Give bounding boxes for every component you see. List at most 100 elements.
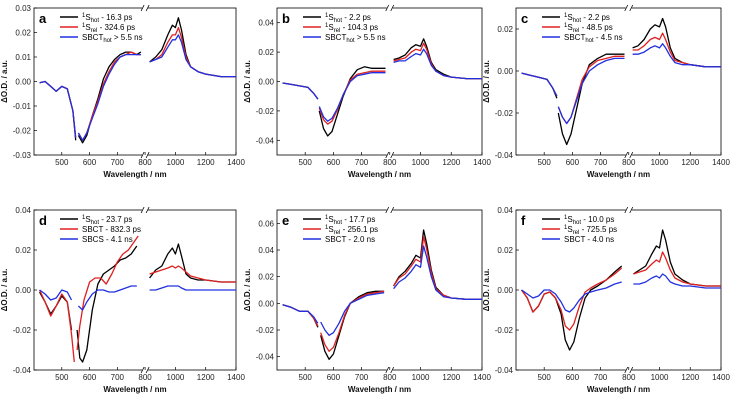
legend-entry: 1Srel - 324.6 ps	[60, 23, 135, 34]
x-tick-label: 1000	[167, 158, 185, 167]
y-axis-label: ΔO.D. / a.u.	[482, 60, 491, 103]
legend-entry: 1Shot - 17.7 ps	[303, 215, 375, 226]
y-tick-label: 0.04	[258, 19, 274, 28]
x-tick-label: 800	[622, 158, 636, 167]
panel-a: 500 600 700 800 1000 1200 1400 -0.03 -0.02 -0.01 0…	[0, 4, 245, 179]
y-axis-label: ΔO.D. / a.u.	[0, 269, 9, 312]
legend-entry: SBCS - 4.1 ns	[60, 235, 133, 244]
series-line	[320, 292, 385, 336]
x-tick-label: 1000	[651, 158, 669, 167]
y-tick-label: 0.03	[15, 4, 31, 13]
x-tick-label: 800	[622, 373, 636, 382]
x-tick-label: 600	[566, 373, 580, 382]
x-tick-label: 1200	[681, 373, 699, 382]
x-tick-label: 500	[299, 158, 313, 167]
x-tick-label: 1200	[681, 158, 699, 167]
legend-entry: 1Shot - 16.3 ps	[60, 13, 132, 24]
legend-label: SBCT - 832.3 ps	[82, 225, 141, 234]
y-tick-label: -0.02	[256, 107, 275, 116]
series-line	[318, 66, 386, 137]
series-line	[282, 82, 319, 100]
x-tick-label: 500	[55, 158, 69, 167]
panel-d: 500 600 700 800 1000 1200 1400 -0.04 -0.02 0.00 0.…	[0, 206, 245, 394]
x-tick-label: 600	[327, 373, 341, 382]
y-tick-label: 0.02	[15, 29, 31, 38]
axis-break-mark	[140, 206, 150, 214]
series-line	[76, 235, 139, 351]
legend-label: SBCT - 4.0 ns	[564, 235, 614, 244]
series-line	[521, 281, 622, 313]
x-tick-label: 600	[83, 158, 97, 167]
legend-label: 1Shot - 2.2 ps	[325, 13, 371, 24]
series-line	[632, 17, 721, 68]
y-tick-label: -0.04	[13, 366, 32, 375]
series-line	[39, 289, 73, 301]
y-tick-label: -0.02	[495, 109, 514, 118]
series-line	[282, 304, 319, 324]
series-line	[632, 32, 721, 68]
x-tick-label: 500	[538, 158, 552, 167]
axis-break-mark	[624, 4, 634, 12]
x-tick-label: 500	[538, 373, 552, 382]
legend-entry: SBCT - 2.0 ns	[303, 235, 375, 244]
legend-label: 1Srel - 256.1 ps	[325, 225, 378, 236]
legend-entry: 1Srel - 48.5 ps	[542, 23, 613, 34]
legend-label: SBCThot - 4.5 ns	[564, 33, 623, 44]
series-line	[557, 53, 625, 146]
series-line	[39, 289, 75, 363]
series-line	[633, 273, 721, 289]
series-line	[77, 53, 141, 141]
legend-entry: 1Srel - 104.3 ps	[303, 23, 378, 34]
y-tick-label: 0.00	[15, 78, 31, 87]
legend-entry: SBCThot - 4.5 ns	[542, 33, 623, 44]
axis-break-mark	[385, 4, 395, 12]
legend-entry: SBCThot > 5.5 ns	[303, 33, 386, 44]
panel-e: 500 600 700 800 1000 1200 1400 -0.04 -0.02 0.00 0.…	[243, 206, 491, 394]
series-line	[557, 57, 625, 125]
x-tick-label: 800	[138, 158, 152, 167]
y-tick-label: 0.04	[15, 206, 31, 215]
x-tick-label: 1000	[167, 373, 185, 382]
legend-entry: 1Shot - 2.2 ps	[542, 13, 610, 24]
series-line	[149, 34, 236, 78]
legend-label: 1Shot - 10.0 ps	[564, 215, 614, 226]
x-tick-label: 700	[111, 158, 125, 167]
y-tick-label: 0.02	[258, 273, 274, 282]
y-tick-label: 0.00	[258, 78, 274, 87]
x-tick-label: 800	[383, 373, 397, 382]
y-tick-label: -0.04	[256, 353, 275, 362]
x-tick-label: 1000	[651, 373, 669, 382]
legend-entry: 1Shot - 10.0 ps	[542, 215, 614, 226]
axis-break-mark	[385, 206, 395, 214]
series-line	[149, 265, 236, 283]
panel-label: c	[521, 11, 528, 26]
panel-label: a	[39, 11, 47, 26]
x-axis-label: Wavelength / nm	[587, 385, 650, 394]
x-axis-label: Wavelength / nm	[348, 385, 411, 394]
series-line	[77, 285, 137, 311]
x-tick-label: 600	[83, 373, 97, 382]
y-tick-label: 0.00	[258, 299, 274, 308]
panel-label: f	[521, 213, 526, 228]
y-tick-label: 0.02	[497, 25, 513, 34]
x-tick-label: 1000	[412, 373, 430, 382]
x-tick-label: 700	[594, 373, 608, 382]
legend-entry: 1Srel - 256.1 ps	[303, 225, 378, 236]
x-tick-label: 700	[594, 158, 608, 167]
legend-label: SBCS - 4.1 ns	[82, 235, 133, 244]
plot-frame	[515, 7, 722, 156]
y-tick-label: 0.00	[15, 286, 31, 295]
series-line	[557, 55, 625, 125]
series-line	[521, 72, 558, 97]
x-tick-label: 1400	[473, 373, 491, 382]
axis-break-mark	[140, 4, 150, 12]
legend-label: 1Srel - 725.5 ps	[564, 225, 617, 236]
series-line	[149, 285, 236, 291]
legend-label: 1Shot - 16.3 ps	[82, 13, 132, 24]
x-tick-label: 1400	[473, 158, 491, 167]
y-axis-label: ΔO.D. / a.u.	[243, 269, 252, 312]
legend-label: SBCT - 2.0 ns	[325, 235, 375, 244]
plot-frame	[276, 7, 483, 156]
x-tick-label: 1400	[227, 158, 245, 167]
legend-label: 1Srel - 104.3 ps	[325, 23, 378, 34]
